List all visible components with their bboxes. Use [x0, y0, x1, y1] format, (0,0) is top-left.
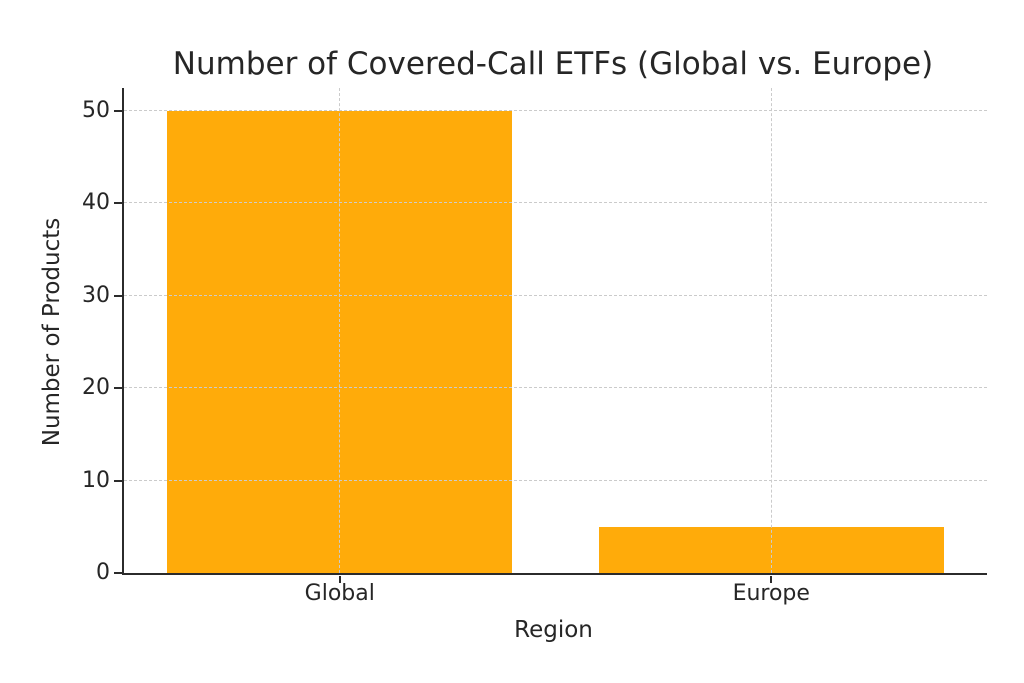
y-gridline [124, 387, 987, 389]
y-tick-mark [114, 479, 122, 482]
y-tick-label: 50 [82, 98, 110, 124]
x-gridline [770, 88, 772, 573]
y-tick-mark [114, 387, 122, 390]
y-tick-label: 40 [82, 190, 110, 216]
y-axis-label: Number of Products [39, 217, 65, 447]
y-gridline [124, 202, 987, 204]
x-tick-label: Global [304, 581, 375, 606]
y-tick-label: 10 [82, 467, 110, 493]
y-tick-label: 0 [96, 560, 110, 585]
y-tick-label: 30 [82, 282, 110, 308]
x-tick-label: Europe [732, 581, 810, 606]
y-tick-mark [114, 110, 122, 113]
x-gridline [339, 88, 340, 573]
y-tick-mark [114, 202, 122, 205]
x-tick-mark [338, 576, 341, 583]
y-tick-label: 20 [82, 375, 110, 401]
y-tick-mark [114, 294, 122, 297]
y-gridline [124, 479, 987, 481]
y-gridline [124, 110, 987, 112]
y-tick-mark [114, 572, 122, 574]
x-tick-mark [770, 576, 773, 583]
x-axis-label: Region [514, 617, 593, 643]
y-gridline [124, 294, 987, 296]
plot-area: 0 10 20 30 40 50 Global Europe [82, 88, 987, 605]
chart-title: Number of Covered-Call ETFs (Global vs. … [172, 46, 934, 82]
